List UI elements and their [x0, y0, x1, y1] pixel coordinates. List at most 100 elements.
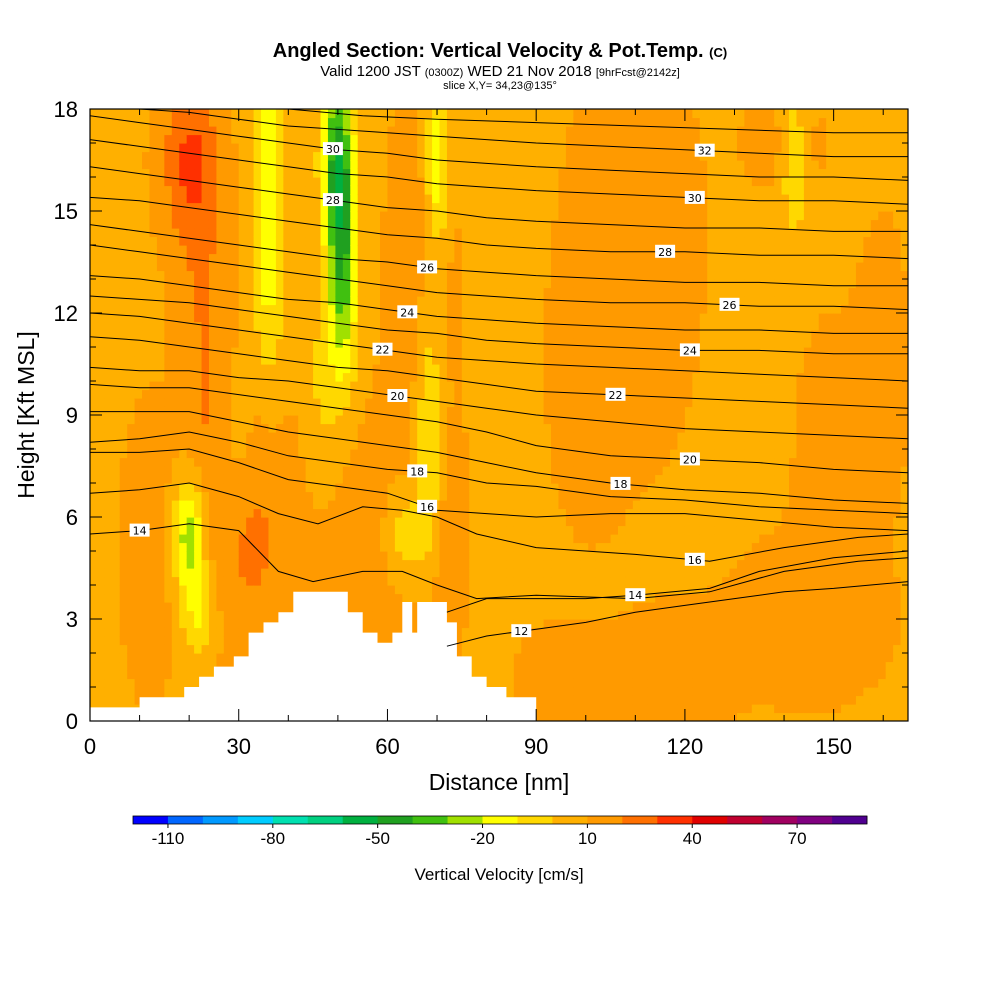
w-cell — [558, 313, 567, 323]
w-cell — [149, 585, 158, 595]
w-cell — [469, 440, 478, 450]
w-cell — [573, 321, 582, 331]
w-cell — [357, 534, 366, 544]
w-cell — [223, 559, 232, 569]
w-cell — [112, 194, 121, 204]
w-cell — [313, 304, 322, 314]
w-cell — [387, 245, 396, 255]
w-cell — [580, 534, 589, 544]
w-cell — [305, 491, 314, 501]
w-cell — [342, 313, 351, 323]
w-cell — [558, 551, 567, 561]
w-cell — [335, 389, 344, 399]
w-cell — [298, 500, 307, 510]
w-cell — [127, 313, 136, 323]
w-cell — [357, 185, 366, 195]
w-cell — [104, 678, 113, 688]
w-cell — [320, 313, 329, 323]
w-cell — [90, 534, 99, 544]
w-cell — [283, 262, 292, 272]
w-cell — [134, 330, 143, 340]
w-cell — [298, 330, 307, 340]
w-cell — [446, 194, 455, 204]
w-cell — [186, 508, 195, 518]
w-cell — [484, 619, 493, 629]
w-cell — [231, 593, 240, 603]
w-cell — [275, 372, 284, 382]
w-cell — [142, 542, 151, 552]
w-cell — [491, 364, 500, 374]
w-cell — [402, 440, 411, 450]
w-cell — [573, 219, 582, 229]
w-cell — [216, 304, 225, 314]
w-cell — [417, 517, 426, 527]
w-cell — [484, 321, 493, 331]
w-cell — [149, 670, 158, 680]
w-cell — [253, 593, 262, 603]
w-cell — [365, 177, 374, 187]
w-cell — [513, 338, 522, 348]
w-cell — [521, 236, 530, 246]
w-cell — [112, 372, 121, 382]
w-cell — [380, 525, 389, 535]
w-cell — [283, 364, 292, 374]
w-cell — [90, 194, 99, 204]
w-cell — [558, 109, 567, 119]
w-cell — [164, 653, 173, 663]
w-cell — [380, 483, 389, 493]
w-cell — [372, 525, 381, 535]
w-cell — [506, 636, 515, 646]
w-cell — [112, 508, 121, 518]
w-cell — [446, 534, 455, 544]
w-cell — [476, 491, 485, 501]
w-cell — [216, 559, 225, 569]
w-cell — [521, 347, 530, 357]
w-cell — [313, 168, 322, 178]
w-cell — [409, 338, 418, 348]
w-cell — [357, 143, 366, 153]
w-cell — [476, 381, 485, 391]
w-cell — [305, 117, 314, 127]
w-cell — [491, 279, 500, 289]
w-cell — [261, 500, 270, 510]
w-cell — [164, 296, 173, 306]
w-cell — [142, 253, 151, 263]
w-cell — [551, 534, 560, 544]
w-cell — [268, 534, 277, 544]
w-cell — [112, 678, 121, 688]
w-cell — [380, 576, 389, 586]
w-cell — [565, 151, 574, 161]
w-cell — [454, 474, 463, 484]
w-cell — [439, 134, 448, 144]
w-cell — [156, 423, 165, 433]
w-cell — [528, 670, 537, 680]
w-cell — [424, 296, 433, 306]
w-cell — [580, 423, 589, 433]
w-cell — [261, 134, 270, 144]
w-cell — [365, 551, 374, 561]
w-cell — [90, 644, 99, 654]
w-cell — [290, 219, 299, 229]
w-cell — [357, 253, 366, 263]
w-cell — [194, 619, 203, 629]
w-cell — [335, 568, 344, 578]
w-cell — [536, 568, 545, 578]
w-cell — [298, 474, 307, 484]
w-cell — [446, 542, 455, 552]
w-cell — [499, 185, 508, 195]
w-cell — [201, 211, 210, 221]
w-cell — [372, 109, 381, 119]
w-cell — [112, 126, 121, 136]
w-cell — [491, 551, 500, 561]
w-cell — [90, 372, 99, 382]
w-cell — [104, 160, 113, 170]
w-cell — [320, 568, 329, 578]
w-cell — [320, 423, 329, 433]
w-cell — [565, 338, 574, 348]
w-cell — [469, 330, 478, 340]
w-cell — [543, 364, 552, 374]
w-cell — [194, 270, 203, 280]
w-cell — [164, 262, 173, 272]
w-cell — [387, 491, 396, 501]
w-cell — [551, 704, 560, 714]
